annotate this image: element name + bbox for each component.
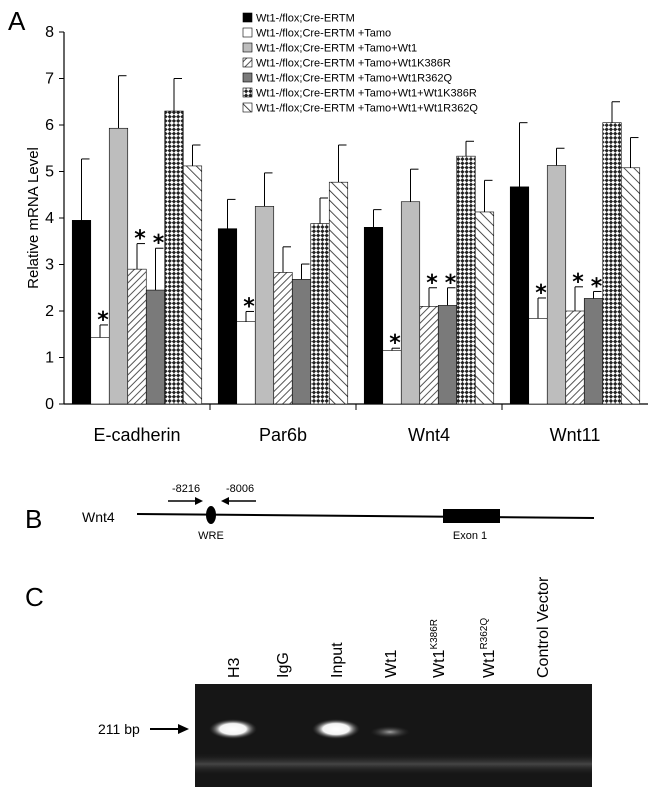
wre-label: WRE: [198, 530, 224, 542]
significance-marker: *: [153, 231, 165, 256]
size-marker-label: 211 bp: [98, 721, 140, 737]
lane-label: Wt1R362Q: [479, 618, 498, 678]
y-tick-label: 7: [45, 71, 54, 88]
bar: [419, 306, 439, 405]
gene-label: Wnt4: [82, 509, 115, 525]
bar: [546, 165, 567, 405]
significance-marker: *: [572, 270, 584, 295]
legend-swatch: [242, 42, 253, 53]
lane-label: IgG: [275, 652, 292, 678]
legend-label: Wt1-/flox;Cre-ERTM +Tamo+Wt1: [256, 43, 417, 55]
bar: [620, 167, 641, 405]
y-tick-label: 8: [45, 24, 54, 41]
legend-label: Wt1-/flox;Cre-ERTM +Tamo: [256, 28, 391, 40]
legend-swatch: [242, 72, 253, 83]
y-axis-label: Relative mRNA Level: [25, 147, 42, 289]
bar: [382, 350, 402, 405]
gel-band: [370, 726, 410, 738]
gel-lane-labels: H3 IgG Input Wt1 Wt1K386R Wt1R362Q Control Vec…: [226, 576, 552, 678]
bar: [363, 227, 384, 405]
significance-marker: *: [134, 227, 146, 252]
y-tick-label: 4: [45, 210, 54, 227]
legend-label: Wt1-/flox;Cre-ERTM +Tamo+Wt1K386R: [256, 58, 451, 70]
y-tick-label: 5: [45, 164, 54, 181]
legend-label: Wt1-/flox;Cre-ERTM +Tamo+Wt1+Wt1K386R: [256, 88, 477, 100]
gel-band: [312, 719, 360, 739]
y-tick-label: 2: [45, 303, 54, 320]
y-tick-label: 3: [45, 257, 54, 274]
bar: [90, 337, 110, 405]
legend-label: Wt1-/flox;Cre-ERTM +Tamo+Wt1R362Q: [256, 73, 452, 85]
category-label: E-cadherin: [93, 425, 180, 445]
bar: [565, 310, 585, 405]
y-tick-label: 6: [45, 117, 54, 134]
significance-marker: *: [535, 281, 547, 306]
bar: [164, 110, 184, 405]
significance-marker: *: [389, 331, 401, 356]
primer-forward-arrow: [168, 497, 203, 505]
legend-swatch: [242, 102, 253, 113]
gel-band: [209, 719, 257, 739]
lane-label: H3: [226, 657, 243, 678]
bar: [602, 122, 622, 405]
panel-label-a: A: [8, 6, 26, 36]
panel-label-b: B: [25, 504, 42, 534]
bar: [182, 165, 203, 405]
legend-swatch: [242, 57, 253, 68]
gene-line: [136, 513, 595, 519]
bar: [474, 211, 495, 405]
bar-chart: 0 1 2 3 4 5 6 7 8 * * * E-cadherin * Par6b * * * Wnt4 * * * Wn…: [45, 24, 648, 445]
bar: [108, 127, 129, 405]
significance-marker: *: [97, 308, 109, 333]
significance-marker: *: [243, 294, 255, 319]
significance-marker: *: [591, 274, 603, 299]
size-marker-arrow: [150, 724, 189, 734]
bar: [291, 279, 312, 405]
bar: [71, 220, 92, 405]
bar: [528, 318, 548, 405]
wre-element: [206, 506, 216, 524]
bar: [328, 181, 349, 405]
primer-reverse-label: -8006: [226, 483, 254, 495]
primer-dimer-smear: [195, 753, 592, 775]
legend-swatch: [242, 87, 253, 98]
bar: [400, 201, 421, 405]
significance-marker: *: [426, 271, 438, 296]
primer-forward-label: -8216: [172, 483, 200, 495]
lane-label: Wt1: [383, 649, 400, 678]
exon-box: [443, 509, 500, 523]
bar: [127, 268, 147, 405]
bar: [456, 155, 476, 405]
primer-reverse-arrow: [221, 497, 256, 505]
lane-label: Input: [329, 642, 346, 678]
y-tick-label: 0: [45, 396, 54, 413]
lane-label: Control Vector: [535, 576, 552, 678]
legend-label: Wt1-/flox;Cre-ERTM: [256, 13, 355, 25]
legend-label: Wt1-/flox;Cre-ERTM +Tamo+Wt1+Wt1R362Q: [256, 103, 478, 115]
legend-swatch: [242, 12, 253, 23]
bar: [437, 305, 458, 405]
lane-label: Wt1K386R: [429, 619, 448, 678]
bar: [236, 321, 256, 405]
bar: [583, 298, 604, 405]
category-label: Wnt4: [408, 425, 450, 445]
bar: [509, 186, 530, 405]
bar: [145, 289, 166, 405]
legend-swatch: [242, 27, 253, 38]
bar: [310, 223, 330, 405]
bar: [254, 206, 275, 405]
category-label: Wnt11: [550, 425, 601, 445]
significance-marker: *: [445, 271, 457, 296]
bar: [273, 272, 293, 405]
y-tick-label: 1: [45, 350, 54, 367]
exon-label: Exon 1: [453, 530, 487, 542]
bar: [217, 228, 238, 405]
legend: Wt1-/flox;Cre-ERTM Wt1-/flox;Cre-ERTM +Ta…: [242, 12, 478, 115]
category-label: Par6b: [259, 425, 307, 445]
panel-label-c: C: [25, 582, 44, 612]
gel-bands: [195, 719, 592, 775]
